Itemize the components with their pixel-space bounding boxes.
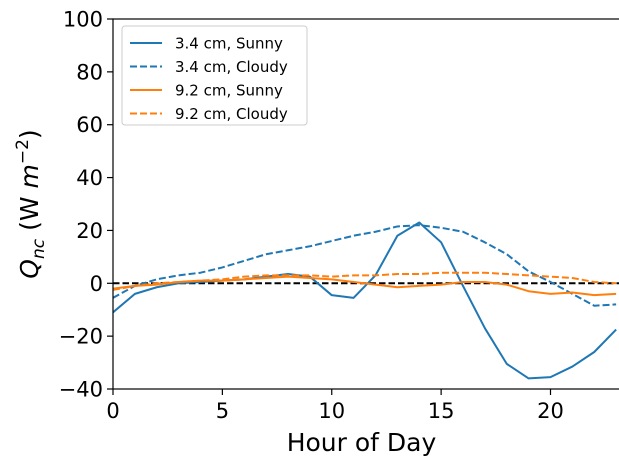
y-tick-label-3: 20 [76, 219, 103, 243]
y-axis-label-symbol: Q [15, 259, 44, 279]
y-axis-label-subscript: nc [29, 238, 49, 259]
x-tick-label-4: 20 [537, 399, 564, 423]
y-tick-label-5: 60 [76, 113, 103, 137]
y-axis-label-close: ) [15, 129, 44, 139]
y-axis-label-units: (W [15, 189, 44, 239]
y-tick-label-6: 80 [76, 60, 103, 84]
y-axis-label-exponent: −2 [13, 139, 33, 164]
series-line-1 [113, 221, 617, 380]
x-tick-label-2: 10 [318, 399, 345, 423]
legend-box [121, 25, 308, 126]
series-line-4 [113, 271, 617, 291]
y-tick-label-0: −40 [59, 378, 103, 402]
series-layer [113, 221, 619, 380]
y-tick-label-1: −20 [59, 325, 103, 349]
plot-frame [112, 18, 619, 390]
plot-area-border [112, 18, 619, 390]
legend-label-2: 3.4 cm, Cloudy [175, 58, 288, 76]
x-axis-label: Hour of Day [287, 428, 437, 457]
y-tick-label-4: 40 [76, 166, 103, 190]
y-axis-label: Qnc (W m−2) [13, 129, 49, 278]
y-axis-label-unit-m: m [15, 164, 44, 188]
y-tick-label-2: 0 [90, 272, 103, 296]
x-tick-label-1: 5 [216, 399, 229, 423]
legend-label-3: 9.2 cm, Sunny [175, 82, 283, 100]
legend: 3.4 cm, Sunny 3.4 cm, Cloudy 9.2 cm, Sunny… [121, 25, 308, 126]
x-tick-label-3: 15 [428, 399, 455, 423]
legend-items: 3.4 cm, Sunny 3.4 cm, Cloudy 9.2 cm, Sunny… [130, 35, 288, 123]
y-tick-label-7: 100 [63, 8, 103, 32]
legend-label-1: 3.4 cm, Sunny [175, 35, 283, 53]
legend-label-4: 9.2 cm, Cloudy [175, 105, 288, 123]
axis-ticks: 0 5 10 15 20 −40 −20 0 20 40 60 80 100 [59, 8, 564, 424]
series-line-2 [113, 224, 617, 307]
x-tick-label-0: 0 [106, 399, 119, 423]
